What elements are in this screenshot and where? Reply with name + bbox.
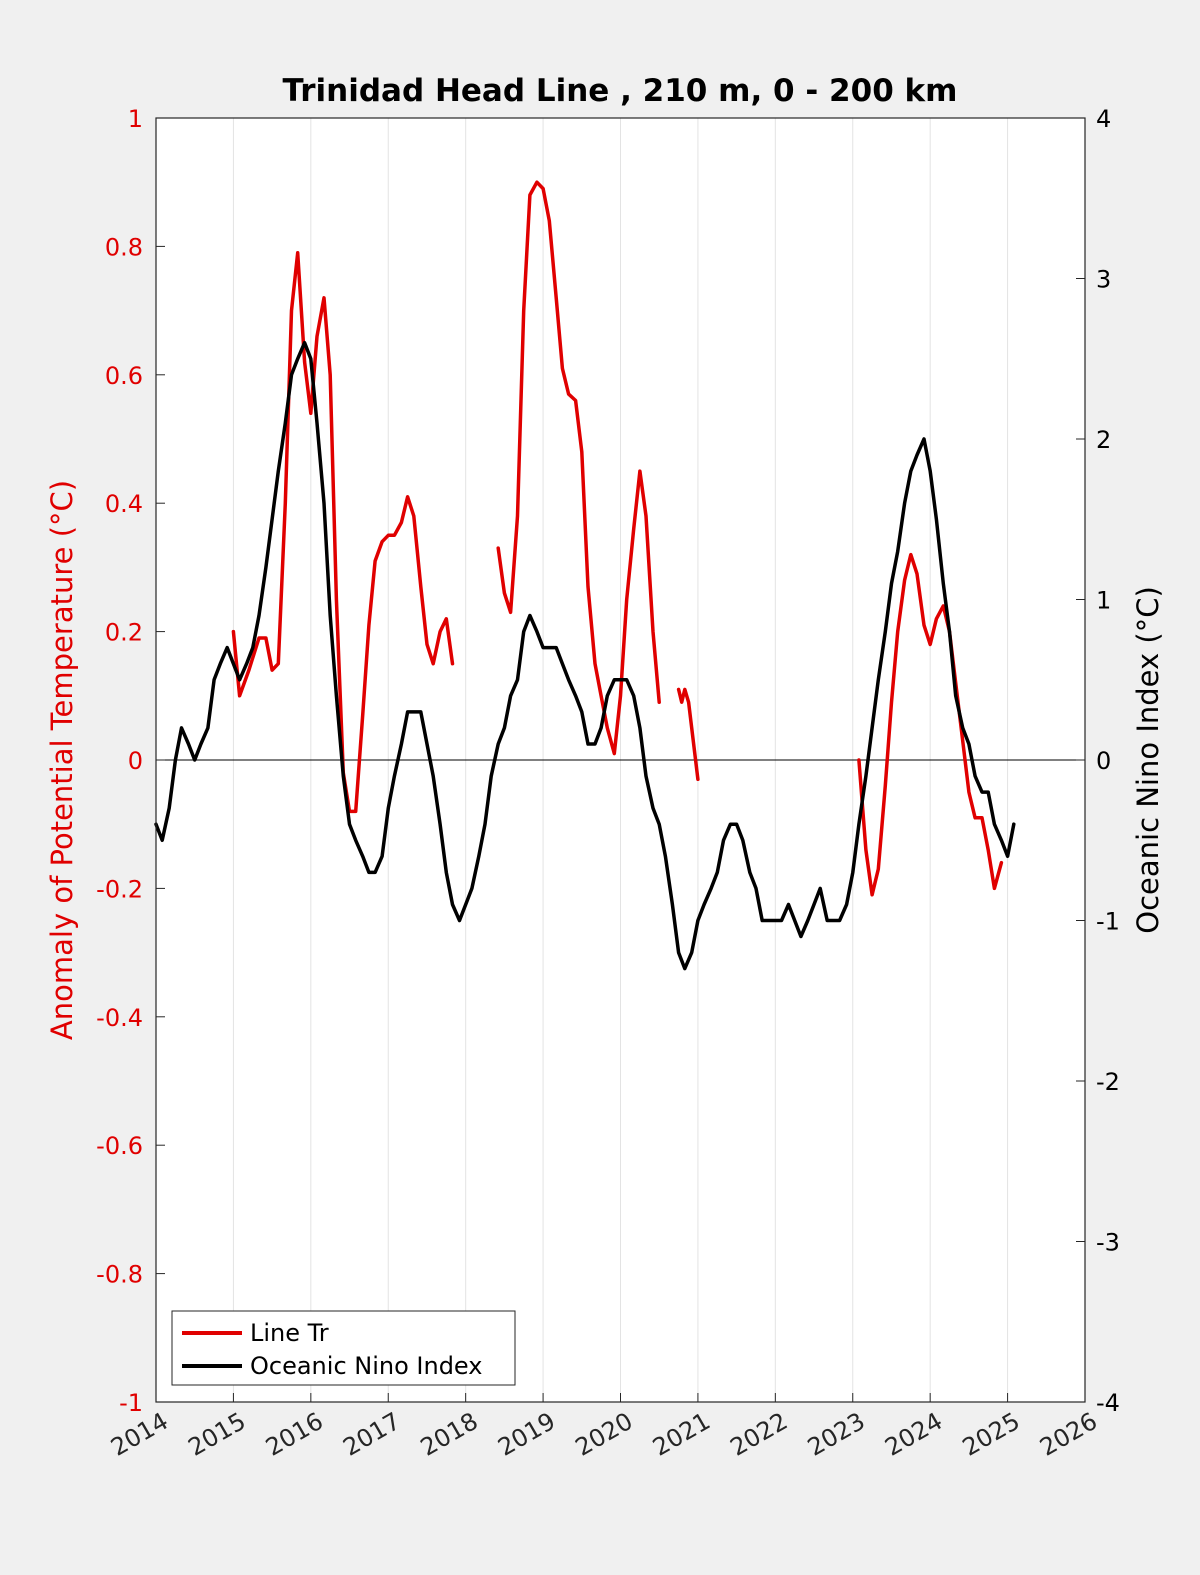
right-y-tick-label: -3 — [1096, 1229, 1120, 1257]
left-y-tick-label: 0 — [128, 747, 143, 775]
left-y-tick-label: 0.6 — [105, 362, 143, 390]
right-y-tick-label: 1 — [1096, 587, 1111, 615]
series-lines — [154, 180, 1016, 971]
left-y-tick-label: 0.2 — [105, 619, 143, 647]
right-y-tick-label: -1 — [1096, 908, 1120, 936]
left-y-tick-label: 1 — [128, 105, 143, 133]
right-y-tick-label: -2 — [1096, 1068, 1120, 1096]
left-y-tick-label: 0.8 — [105, 233, 143, 261]
legend-label-oni: Oceanic Nino Index — [250, 1352, 482, 1380]
chart-title: Trinidad Head Line , 210 m, 0 - 200 km — [283, 73, 958, 109]
legend: Line Tr Oceanic Nino Index — [171, 1310, 516, 1386]
right-y-tick-label: 2 — [1096, 426, 1111, 454]
series-line-oni — [154, 340, 1016, 971]
left-y-tick-label: -0.2 — [96, 875, 143, 903]
axis-ticks — [155, 117, 1086, 1403]
left-y-tick-label: -0.4 — [96, 1004, 143, 1032]
right-y-tick-label: -4 — [1096, 1389, 1120, 1417]
left-y-tick-labels: 1 0.8 0.6 0.4 0.2 0 -0.2 -0.4 -0.6 -0.8 -1 — [96, 105, 143, 1417]
left-y-tick-label: -1 — [119, 1389, 143, 1417]
legend-box — [171, 1310, 516, 1386]
left-y-tick-label: -0.6 — [96, 1132, 143, 1160]
series-line-line-tr — [857, 552, 1004, 897]
series-line-line-tr — [496, 180, 661, 756]
right-y-tick-label: 0 — [1096, 747, 1111, 775]
series-line-line-tr — [676, 687, 700, 782]
left-y-axis-label: Anomaly of Potential Temperature (°C) — [45, 480, 79, 1040]
right-y-tick-label: 3 — [1096, 266, 1111, 294]
right-y-tick-label: 4 — [1096, 105, 1111, 133]
right-y-axis-label: Oceanic Nino Index (°C) — [1131, 586, 1165, 934]
right-y-tick-labels: 4 3 2 1 0 -1 -2 -3 -4 — [1096, 105, 1120, 1417]
left-y-tick-label: 0.4 — [105, 490, 143, 518]
legend-label-line-tr: Line Tr — [250, 1319, 329, 1347]
left-y-tick-label: -0.8 — [96, 1261, 143, 1289]
